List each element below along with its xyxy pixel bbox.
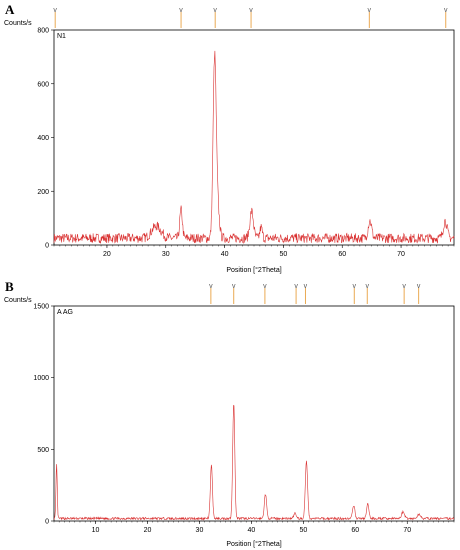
y-tick-label: 0	[45, 519, 49, 526]
x-tick-label: 60	[351, 527, 359, 534]
x-axis-label-b: Position [°2Theta]	[226, 540, 281, 548]
peak-marker-chevron: v	[263, 283, 267, 290]
panel-b: B Counts/s A AG Position [°2Theta] 10 20 3…	[4, 279, 455, 548]
sample-label-b: A AG	[57, 309, 73, 316]
y-tick-label: 500	[37, 447, 49, 454]
peak-marker-chevron: v	[179, 7, 183, 14]
y-tick-label: 600	[37, 81, 49, 88]
y-tick-label: 200	[37, 189, 49, 196]
peak-marker-chevron: v	[368, 7, 372, 14]
y-tick-label: 800	[37, 28, 49, 35]
x-tick-label: 40	[221, 251, 229, 258]
peak-marker-chevron: v	[213, 7, 217, 14]
x-tick-label: 40	[248, 527, 256, 534]
x-axis-label-a: Position [°2Theta]	[226, 266, 281, 274]
x-tick-label: 30	[162, 251, 170, 258]
y-axis-label-a: Counts/s	[4, 20, 32, 27]
peak-marker-chevron: v	[444, 7, 448, 14]
y-axis-label-b: Counts/s	[4, 297, 32, 304]
peak-marker-chevron: v	[294, 283, 298, 290]
y-tick-label: 1500	[33, 304, 49, 311]
x-tick-label: 70	[403, 527, 411, 534]
x-tick-label: 60	[338, 251, 346, 258]
panel-a: A Counts/s N1 Position [°2Theta] 20 30 40 5…	[4, 2, 455, 274]
x-tick-label: 20	[103, 251, 111, 258]
diffraction-trace-b	[53, 404, 455, 521]
peak-marker-chevron: v	[365, 283, 369, 290]
panel-label-a: A	[5, 2, 15, 17]
peak-marker-chevron: v	[209, 283, 213, 290]
peak-marker-chevron: v	[402, 283, 406, 290]
peak-marker-chevron: v	[53, 7, 57, 14]
peak-marker-chevron: v	[417, 283, 421, 290]
diffraction-trace-a	[53, 50, 455, 244]
y-tick-label: 400	[37, 135, 49, 142]
plot-frame-a	[53, 29, 455, 246]
peak-marker-chevron: v	[232, 283, 236, 290]
y-tick-label: 1000	[33, 375, 49, 382]
ticks-b: 10 20 30 40 50 60 70 0 500 1000 1500	[33, 304, 455, 534]
peak-marker-chevron: v	[304, 283, 308, 290]
x-tick-label: 10	[92, 527, 100, 534]
panel-label-b: B	[5, 279, 14, 294]
sample-label-a: N1	[57, 33, 66, 40]
plot-frame-b	[53, 305, 455, 522]
x-tick-label: 50	[280, 251, 288, 258]
peak-marker-chevron: v	[249, 7, 253, 14]
peak-marker-chevron: v	[353, 283, 357, 290]
x-tick-label: 50	[299, 527, 307, 534]
x-tick-label: 30	[196, 527, 204, 534]
x-tick-label: 20	[144, 527, 152, 534]
x-tick-label: 70	[397, 251, 405, 258]
ticks-a: 20 30 40 50 60 70 0 200 400 600 800	[37, 28, 455, 258]
y-tick-label: 0	[45, 243, 49, 250]
